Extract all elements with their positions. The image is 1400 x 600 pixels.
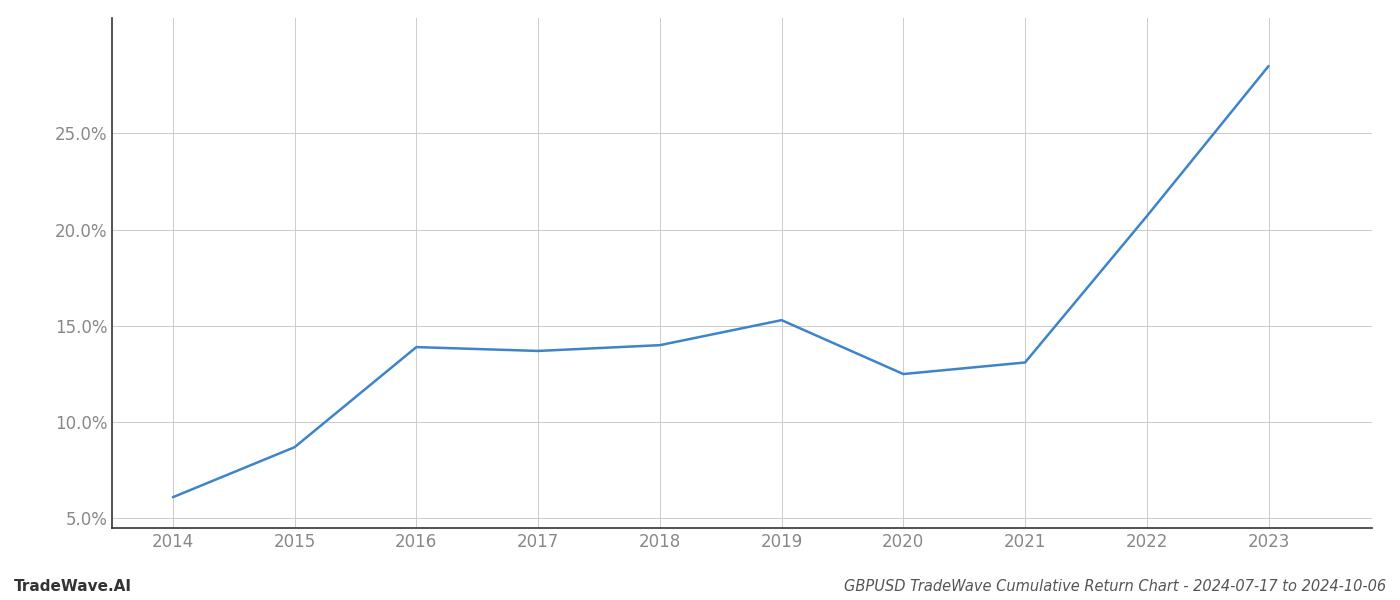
Text: GBPUSD TradeWave Cumulative Return Chart - 2024-07-17 to 2024-10-06: GBPUSD TradeWave Cumulative Return Chart… [844, 579, 1386, 594]
Text: TradeWave.AI: TradeWave.AI [14, 579, 132, 594]
